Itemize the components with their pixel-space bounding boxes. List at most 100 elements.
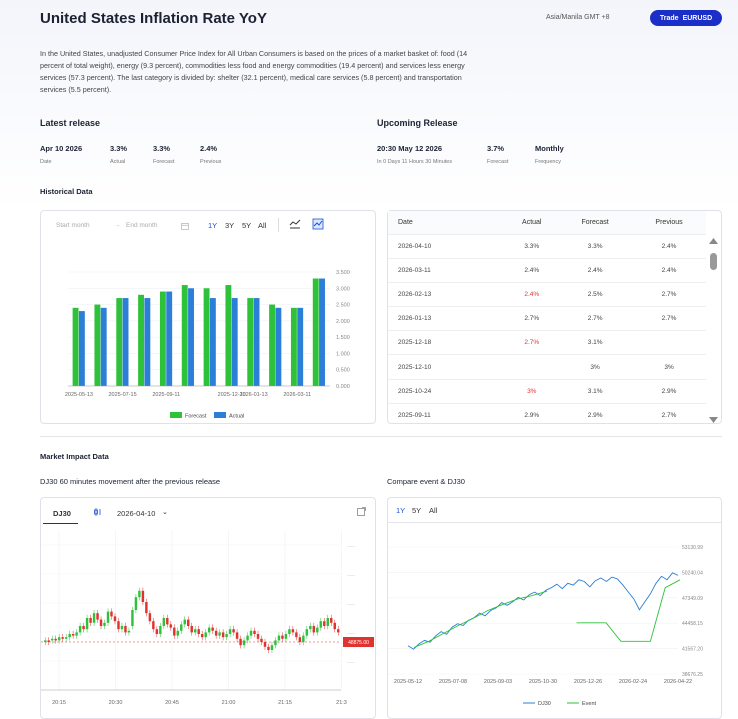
candle-body xyxy=(190,626,193,633)
candle-body xyxy=(302,635,305,642)
legend-label: Event xyxy=(582,701,597,707)
candle-body xyxy=(134,597,138,610)
x-tick-label: 2025-09-11 xyxy=(152,392,180,398)
col-actual[interactable]: Actual xyxy=(505,211,559,234)
candle-body xyxy=(120,626,124,630)
legend-label: Forecast xyxy=(185,414,207,420)
y-tick-label: 2.500 xyxy=(336,303,350,309)
table-header-row: Date Actual Forecast Previous xyxy=(388,211,706,234)
timezone-label[interactable]: Asia/Manila GMT +8 xyxy=(546,14,610,21)
price-tick-label: ------ xyxy=(347,659,356,664)
symbol-tab[interactable]: DJ30 xyxy=(53,509,71,518)
table-row[interactable]: 2025-09-11 2.9% 2.9% 2.7% xyxy=(388,402,706,428)
bar-forecast xyxy=(312,278,319,386)
cell-date: 2026-03-11 xyxy=(388,257,506,283)
col-date[interactable]: Date xyxy=(388,211,506,234)
toolbar-divider xyxy=(278,218,279,232)
candle-body xyxy=(298,637,302,642)
external-link-icon[interactable] xyxy=(357,507,366,516)
y-tick-label: 41567.20 xyxy=(682,647,703,653)
upcoming-frequency-label: Frequency xyxy=(535,159,561,165)
bar-actual xyxy=(275,307,282,386)
y-tick-label: 1.500 xyxy=(336,335,350,341)
upcoming-frequency-value: Monthly xyxy=(535,144,564,153)
y-tick-label: 3.000 xyxy=(336,286,350,292)
historical-heading: Historical Data xyxy=(40,187,93,196)
bar-actual xyxy=(231,298,238,386)
x-tick-label: 2025-10-30 xyxy=(529,679,557,685)
cell-actual: 2.4% xyxy=(505,257,559,283)
series-line-event xyxy=(413,579,681,648)
cell-forecast: 2.4% xyxy=(558,257,633,283)
range-1y-button[interactable]: 1Y xyxy=(208,221,218,230)
table-row[interactable]: 2025-12-10 3% 3% xyxy=(388,354,706,380)
candle-body xyxy=(200,634,204,638)
description: In the United States, unadjusted Consume… xyxy=(40,49,468,94)
candle-body xyxy=(113,616,117,622)
candle-body xyxy=(225,634,228,638)
bar-forecast xyxy=(181,285,188,386)
date-selector[interactable]: 2026-04-10 xyxy=(117,509,156,518)
trade-label: Trade xyxy=(659,14,679,22)
upcoming-release-heading: Upcoming Release xyxy=(377,118,458,128)
candle-body xyxy=(110,611,113,617)
candle-body xyxy=(253,630,256,634)
col-forecast[interactable]: Forecast xyxy=(558,211,633,234)
candlestick-icon[interactable] xyxy=(93,507,103,517)
table-row[interactable]: 2025-10-24 3% 3.1% 2.9% xyxy=(388,378,706,404)
compare-range-1y[interactable]: 1Y xyxy=(396,506,406,515)
scrollbar-graphics xyxy=(709,238,718,423)
cell-forecast: 3.3% xyxy=(558,233,633,259)
bar-forecast xyxy=(290,307,297,386)
y-tick-label: 0.500 xyxy=(336,368,350,374)
range-5y-button[interactable]: 5Y xyxy=(242,221,252,230)
end-month-input[interactable]: End month xyxy=(126,222,158,229)
calendar-icon[interactable] xyxy=(181,222,189,230)
cell-forecast: 2.7% xyxy=(558,306,633,331)
bar-chart-icon[interactable] xyxy=(312,218,324,230)
range-all-button[interactable]: All xyxy=(258,221,267,230)
y-tick-label: 2.000 xyxy=(336,319,350,325)
compare-range-5y[interactable]: 5Y xyxy=(412,506,422,515)
candle-body xyxy=(218,632,221,636)
bar-forecast xyxy=(159,291,166,386)
table-row[interactable]: 2026-03-11 2.4% 2.4% 2.4% xyxy=(388,257,706,283)
latest-forecast-value: 3.3% xyxy=(153,144,171,153)
candle-body xyxy=(270,645,274,650)
table-row[interactable]: 2026-01-13 2.7% 2.7% 2.7% xyxy=(388,306,706,331)
y-tick-label: 1.000 xyxy=(336,351,350,357)
candle-body xyxy=(50,638,54,641)
bar-forecast xyxy=(116,298,123,386)
time-tick-label: 20:45 xyxy=(165,700,179,706)
trade-symbol: EURUSD xyxy=(682,14,713,22)
table-row[interactable]: 2025-12-18 2.7% 3.1% xyxy=(388,330,706,355)
candle-body xyxy=(326,618,329,626)
candle-body xyxy=(166,618,169,625)
bar-actual xyxy=(78,311,85,386)
candle-body xyxy=(92,613,96,623)
trade-button[interactable]: Trade EURUSD xyxy=(650,10,722,26)
candle-body xyxy=(85,618,89,630)
line-chart-icon[interactable] xyxy=(289,218,301,230)
col-previous[interactable]: Previous xyxy=(632,211,706,234)
compare-range-all[interactable]: All xyxy=(429,506,438,515)
candle-body xyxy=(309,626,312,630)
x-tick-label: 2025-12-10 xyxy=(218,392,246,398)
cell-date: 2026-04-10 xyxy=(388,233,506,259)
candle-body xyxy=(187,619,190,626)
start-month-input[interactable]: Start month xyxy=(56,222,90,229)
cell-date: 2025-12-18 xyxy=(388,330,506,355)
range-3y-button[interactable]: 3Y xyxy=(225,221,235,230)
table-scrollbar[interactable] xyxy=(707,236,720,424)
candle-body xyxy=(141,590,145,602)
candle-body xyxy=(99,619,103,626)
table-row[interactable]: 2026-02-13 2.4% 2.5% 2.7% xyxy=(388,281,706,307)
latest-forecast-label: Forecast xyxy=(153,159,175,165)
cell-actual: 2.4% xyxy=(505,281,559,307)
candle-body xyxy=(330,618,333,623)
table-row[interactable]: 2026-04-10 3.3% 3.3% 2.4% xyxy=(388,233,706,259)
chevron-down-icon[interactable]: ⌄ xyxy=(162,509,168,516)
candle-body xyxy=(71,634,75,636)
header-background xyxy=(0,0,738,210)
cell-previous: 2.4% xyxy=(632,233,706,259)
